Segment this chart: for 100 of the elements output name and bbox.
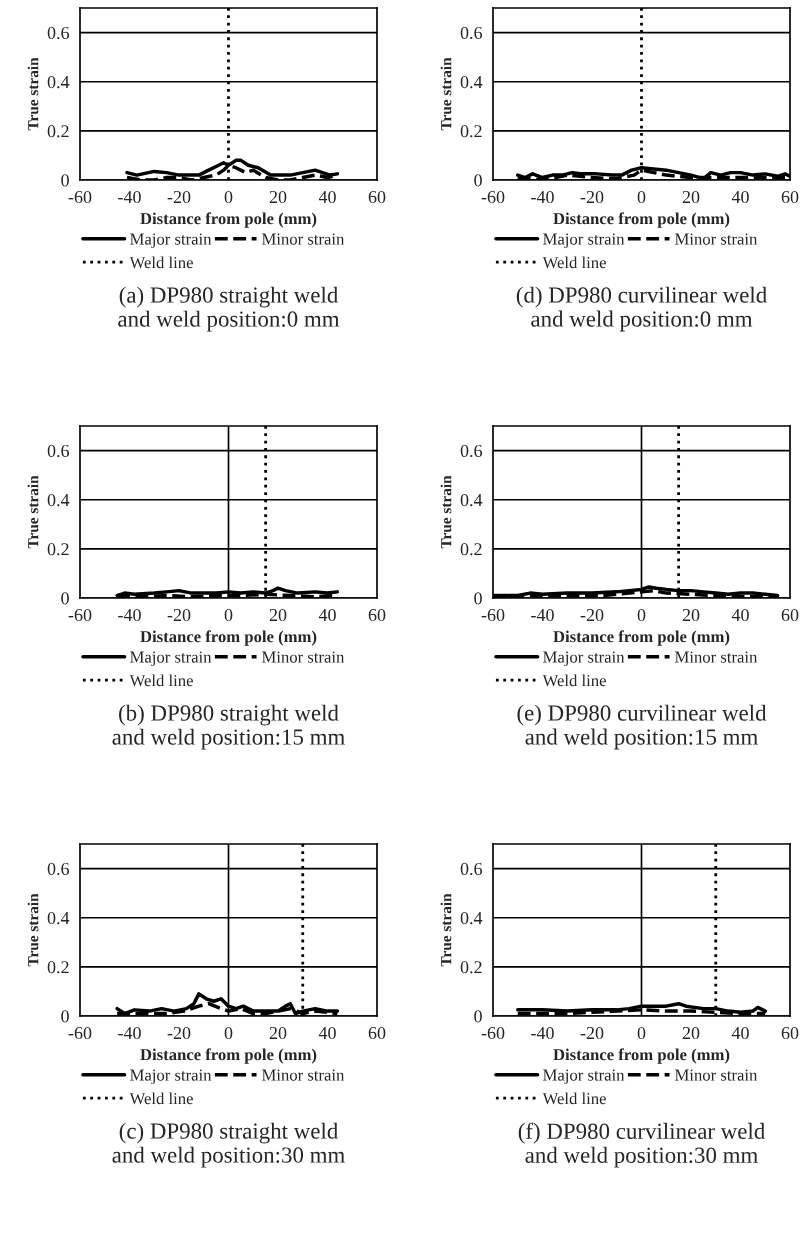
y-tick-label: 0.6 [47,26,70,40]
y-tick-label: 0 [474,174,482,187]
x-axis-title: Distance from pole (mm) [553,212,730,228]
x-tick-label: 0 [224,190,233,204]
x-tick-label: -20 [580,190,604,204]
x-tick-label: -20 [167,608,191,622]
legend-label: Weld line [129,674,193,687]
text: (e) DP980 curvilinear weld and weld position:15 mm [517,704,767,750]
x-tick-label: 0 [637,1026,646,1040]
y-axis-title: True strain [440,57,452,131]
y-axis-title: True strain [440,893,452,967]
y-axis-title: True strain [27,893,39,967]
text: (f) DP980 curvilinear weld and weld position:30 mm [518,1122,765,1168]
legend-label: Minor strain [262,233,345,245]
x-axis-title: Distance from pole (mm) [553,630,730,646]
x-tick-label: 0 [224,608,233,622]
x-tick-label: 60 [368,1026,386,1040]
x-tick-label: 0 [637,190,646,204]
x-tick-label: 60 [781,190,799,204]
x-tick-label: -20 [167,190,191,204]
x-tick-label: 60 [781,608,799,622]
x-tick-label: -40 [531,1026,554,1040]
x-tick-label: 40 [731,1026,749,1040]
legend-label: Weld line [542,674,606,687]
x-tick-label: -40 [531,190,554,204]
y-tick-label: 0 [474,1010,482,1023]
x-tick-label: -60 [68,608,92,622]
x-tick-label: 20 [682,608,700,622]
y-tick-label: 0.4 [47,911,70,925]
x-tick-label: -20 [580,1026,604,1040]
y-tick-label: 0.6 [460,444,483,458]
x-tick-label: 20 [269,608,287,622]
y-tick-label: 0.4 [47,493,70,507]
x-tick-label: 40 [318,190,336,204]
y-tick-label: 0.6 [460,26,483,40]
y-tick-label: 0 [61,1010,69,1023]
legend-label: Minor strain [262,1069,345,1081]
y-tick-label: 0.4 [47,75,70,89]
y-tick-label: 0.4 [460,75,483,89]
y-axis-title: True strain [27,57,39,131]
x-tick-label: 0 [224,1026,233,1040]
x-tick-label: 20 [269,190,287,204]
legend-label: Weld line [542,256,606,269]
legend-label: Weld line [129,1092,193,1105]
x-tick-label: 20 [682,1026,700,1040]
y-tick-label: 0 [61,174,69,187]
x-axis-title: Distance from pole (mm) [553,1048,730,1064]
x-tick-label: 60 [368,190,386,204]
legend-label: Weld line [129,256,193,269]
x-tick-label: 40 [731,608,749,622]
legend-label: Weld line [542,1092,606,1105]
legend-label: Minor strain [262,651,345,663]
x-tick-label: -60 [68,1026,92,1040]
legend-label: Minor strain [675,651,758,663]
y-axis-title: True strain [27,475,39,549]
x-tick-label: 0 [637,608,646,622]
y-tick-label: 0.6 [47,444,70,458]
text: (a) DP980 straight weld and weld position:0 mm [118,286,340,332]
x-tick-label: 40 [318,608,336,622]
x-tick-label: -40 [118,1026,141,1040]
x-tick-label: -40 [531,608,554,622]
y-tick-label: 0.4 [460,493,483,507]
text: (b) DP980 straight weld and weld position:15 mm [112,704,345,750]
legend-label: Major strain [130,651,212,667]
x-tick-label: -60 [481,608,505,622]
y-tick-label: 0.2 [460,543,482,556]
text: (d) DP980 curvilinear weld and weld position:0 mm [516,286,767,332]
x-tick-label: 20 [269,1026,287,1040]
legend-label: Minor strain [675,1069,758,1081]
y-tick-label: 0.6 [460,862,483,876]
x-axis-title: Distance from pole (mm) [140,1048,317,1064]
y-tick-label: 0.2 [47,961,69,974]
y-tick-label: 0.2 [47,125,69,138]
y-axis-title: True strain [440,475,452,549]
y-tick-label: 0.2 [460,961,482,974]
x-tick-label: 40 [731,190,749,204]
text: (c) DP980 straight weld and weld position:30 mm [112,1122,345,1168]
legend-label: Major strain [543,1069,625,1085]
y-tick-label: 0 [61,592,69,605]
x-axis-title: Distance from pole (mm) [140,630,317,646]
x-tick-label: 60 [781,1026,799,1040]
x-tick-label: -60 [481,1026,505,1040]
x-tick-label: -60 [68,190,92,204]
x-tick-label: 60 [368,608,386,622]
x-tick-label: 40 [318,1026,336,1040]
legend-label: Major strain [130,1069,212,1085]
y-tick-label: 0.6 [47,862,70,876]
x-tick-label: -40 [118,608,141,622]
x-tick-label: -20 [580,608,604,622]
x-tick-label: -20 [167,1026,191,1040]
x-tick-label: 20 [682,190,700,204]
x-axis-title: Distance from pole (mm) [140,212,317,228]
x-tick-label: -60 [481,190,505,204]
y-tick-label: 0.2 [47,543,69,556]
y-tick-label: 0.4 [460,911,483,925]
x-tick-label: -40 [118,190,141,204]
y-tick-label: 0.2 [460,125,482,138]
legend-label: Major strain [543,651,625,667]
legend-label: Minor strain [675,233,758,245]
legend-label: Major strain [130,233,212,249]
